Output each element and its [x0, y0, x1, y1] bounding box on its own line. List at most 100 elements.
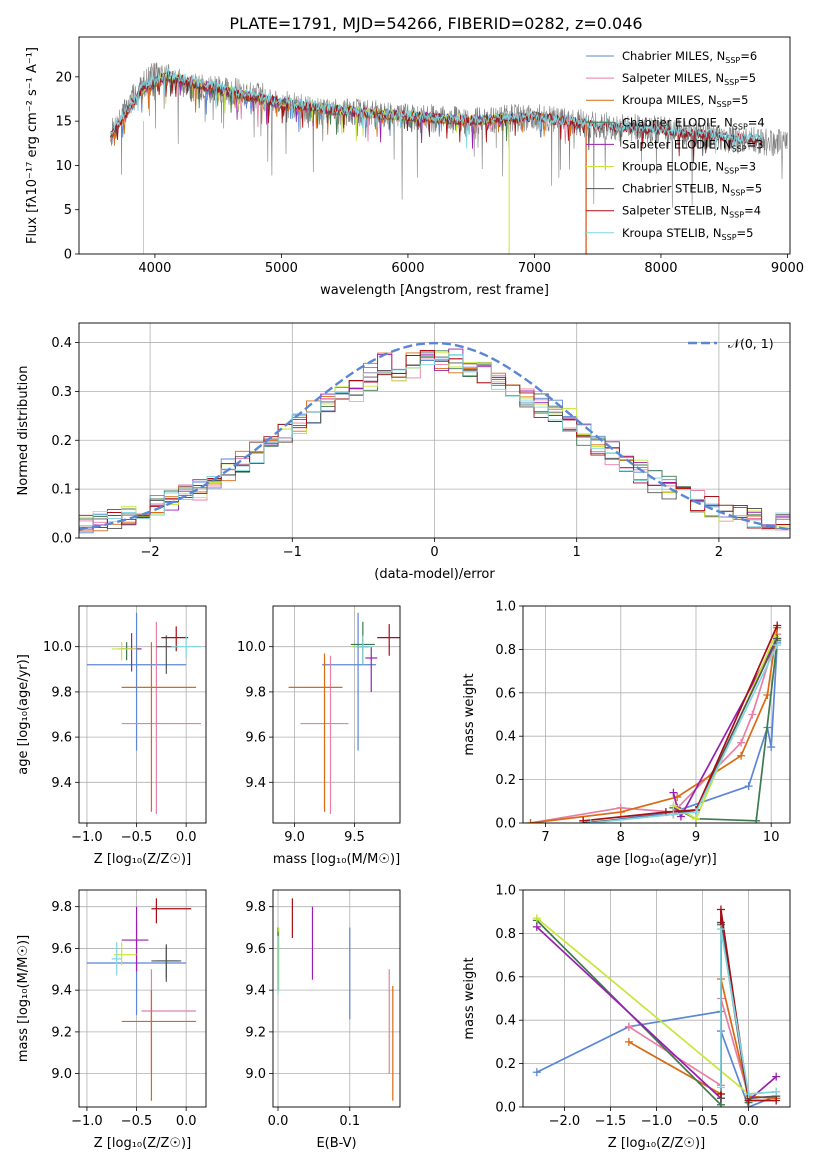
massweight-marker-kroupa-miles	[624, 1037, 633, 1046]
massweight-marker-salpeter-miles	[737, 738, 746, 747]
plot-area	[110, 62, 788, 254]
legend-label-kroupa-elodie: Kroupa ELODIE, NSSP=3	[622, 160, 756, 176]
massweight-marker-chabrier-miles	[744, 782, 753, 791]
age-vs-metallicity-panel: −1.0 −0.5 0.0 9.4 9.6 9.8 10.0 Z [log₁₀(Z/Z☉)] a…	[16, 605, 207, 867]
y-tick-label: 9.2	[51, 1025, 72, 1040]
y-axis-label: mass weight	[462, 957, 477, 1039]
y-tick-label: 20	[55, 70, 72, 85]
legend-label-suffix: =5	[745, 182, 762, 196]
x-axis-label: E(B-V)	[316, 1136, 356, 1151]
x-tick-label: 9	[692, 830, 700, 845]
plot-area	[532, 905, 781, 1107]
massweight-line-kroupa-stelib	[590, 644, 778, 823]
y-axis-label: age [log₁₀(age/yr)]	[16, 654, 31, 775]
y-tick-label: 10.0	[237, 640, 266, 655]
x-axis-label: wavelength [Angstrom, rest frame]	[320, 283, 549, 298]
legend-label-suffix: =5	[732, 93, 749, 107]
legend-label-subscript: SSP	[724, 78, 739, 87]
y-tick-label: 10	[55, 159, 72, 174]
massweight-line-chabrier-miles	[590, 642, 779, 823]
y-tick-label: 9.4	[51, 776, 72, 791]
y-tick-label: 9.2	[245, 1025, 266, 1040]
x-tick-label: 8	[617, 830, 625, 845]
y-tick-label: 9.6	[51, 731, 72, 746]
legend-label-suffix: =3	[739, 160, 756, 174]
residual-histogram-kroupa-stelib	[79, 354, 790, 531]
massweight-marker-chabrier-elodie	[752, 816, 761, 823]
y-tick-label: 0.0	[495, 817, 516, 832]
x-tick-label: 0.0	[268, 1114, 289, 1129]
legend-label-subscript: SSP	[724, 167, 739, 176]
massweight-marker-kroupa-stelib	[669, 810, 678, 819]
massweight-marker-kroupa-stelib	[691, 808, 700, 817]
legend-label-text: Salpeter ELODIE, N	[622, 137, 732, 151]
x-axis-label: (data-model)/error	[374, 567, 495, 582]
x-axis-label: mass [log₁₀(M/M☉)]	[273, 852, 400, 867]
legend-label-normal: 𝒩(0, 1)	[728, 336, 774, 351]
legend-label-subscript: SSP	[717, 100, 732, 109]
y-tick-label: 9.8	[245, 685, 266, 700]
massweight-marker-kroupa-miles	[526, 819, 535, 823]
x-tick-label: 0	[430, 545, 438, 560]
mass-vs-metallicity-panel: −1.0 −0.5 0.0 9.0 9.2 9.4 9.6 9.8 Z [log₁₀(Z/Z☉)…	[16, 889, 207, 1151]
massweight-marker-kroupa-elodie	[669, 801, 678, 810]
legend-label-subscript: SSP	[733, 122, 748, 131]
mass-vs-ebv-panel: 0.0 0.1 9.0 9.2 9.4 9.6 9.8 E(B-V)	[245, 889, 401, 1151]
x-axis-label: age [log₁₀(age/yr)]	[596, 852, 717, 867]
x-tick-label: 9.5	[344, 830, 365, 845]
y-tick-label: 9.6	[51, 942, 72, 957]
model-spectrum-chabrier-stelib	[110, 73, 763, 156]
y-tick-label: 0.4	[51, 336, 72, 351]
massweight-marker-salpeter-miles	[624, 1022, 633, 1031]
x-tick-label: −1	[283, 545, 302, 560]
massweight-marker-salpeter-elodie	[669, 788, 678, 797]
legend-label-text: Kroupa ELODIE, N	[622, 160, 724, 174]
y-tick-label: 0.0	[51, 532, 72, 547]
massweight-marker-kroupa-elodie	[532, 914, 541, 923]
x-tick-label: −2	[141, 545, 160, 560]
legend-label-text: Chabrier STELIB, N	[622, 182, 730, 196]
y-tick-label: 9.6	[245, 731, 266, 746]
massweight-marker-kroupa-stelib	[716, 1083, 725, 1092]
y-tick-label: 9.4	[245, 984, 266, 999]
legend-label-chabrier-elodie: Chabrier ELODIE, NSSP=4	[622, 115, 765, 131]
y-tick-label: 1.0	[495, 884, 516, 899]
y-tick-label: 0.8	[495, 927, 516, 942]
massweight-marker-salpeter-miles	[748, 710, 757, 719]
massweight-marker-kroupa-stelib	[772, 1087, 781, 1096]
x-tick-label: −0.5	[121, 1114, 153, 1129]
massweight-marker-kroupa-stelib	[773, 641, 782, 650]
massweight-marker-salpeter-elodie	[772, 1072, 781, 1081]
axes-frame	[78, 605, 207, 824]
massweight-marker-salpeter-stelib	[579, 816, 588, 823]
legend-label-salpeter-miles: Salpeter MILES, NSSP=5	[622, 71, 756, 87]
figure-title: PLATE=1791, MJD=54266, FIBERID=0282, z=0…	[229, 14, 642, 33]
x-tick-label: 0.0	[176, 830, 197, 845]
axes-frame	[272, 889, 401, 1108]
y-tick-label: 9.0	[51, 1067, 72, 1082]
plot-area	[526, 621, 782, 823]
x-tick-label: 9000	[771, 261, 804, 276]
y-tick-label: 0	[64, 248, 72, 263]
y-tick-label: 9.4	[51, 984, 72, 999]
legend-label-text: Kroupa MILES, N	[622, 93, 717, 107]
y-tick-label: 9.8	[51, 685, 72, 700]
legend-label-suffix: =6	[740, 49, 757, 63]
y-tick-label: 0.2	[495, 773, 516, 788]
x-tick-label: 1	[573, 545, 581, 560]
residual-histogram-salpeter-stelib	[79, 350, 790, 529]
legend-label-text: Chabrier MILES, N	[622, 49, 725, 63]
x-tick-label: −1.5	[595, 1114, 627, 1129]
massweight-marker-kroupa-stelib	[744, 1089, 753, 1098]
x-tick-label: −1.0	[71, 1114, 103, 1129]
legend-label-subscript: SSP	[732, 144, 747, 153]
plot-area	[288, 612, 400, 814]
x-tick-label: 0.1	[339, 1114, 360, 1129]
massweight-line-kroupa-stelib	[720, 928, 777, 1095]
x-tick-label: 5000	[265, 261, 298, 276]
x-tick-label: −0.5	[121, 830, 153, 845]
legend-label-chabrier-stelib: Chabrier STELIB, NSSP=5	[622, 182, 762, 198]
model-spectrum-kroupa-stelib	[110, 67, 762, 154]
y-tick-label: 9.8	[245, 900, 266, 915]
x-tick-label: 0.0	[738, 1114, 759, 1129]
